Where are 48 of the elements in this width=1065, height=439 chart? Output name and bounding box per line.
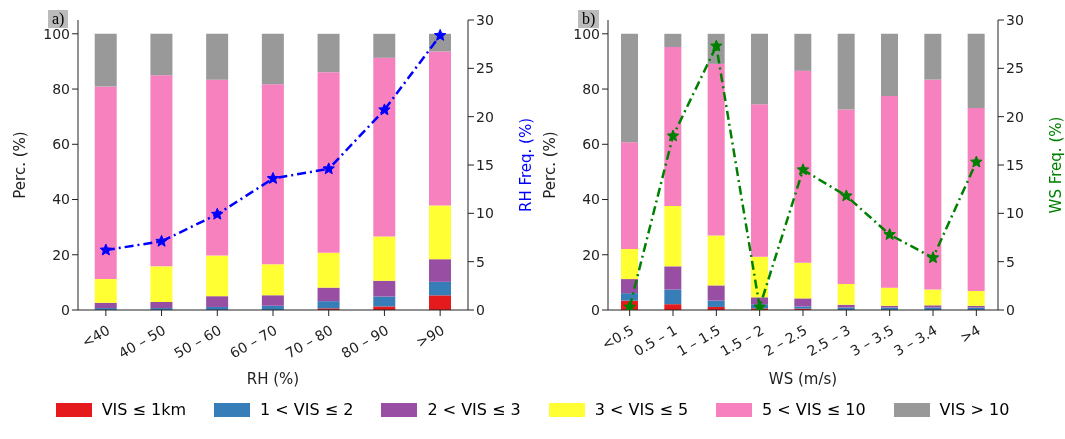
- legend-label: 3 < VIS ≤ 5: [594, 400, 689, 419]
- y-tick-label: 100: [43, 25, 70, 42]
- y2-axis-title: RH Freq. (%): [517, 117, 536, 213]
- y2-tick-label: 15: [476, 156, 494, 173]
- y2-tick-label: 0: [476, 301, 485, 318]
- y2-tick-label: 0: [1006, 301, 1015, 318]
- x-axis-title: RH (%): [246, 370, 300, 388]
- x-tick-label: >4: [957, 321, 984, 346]
- y-tick-label: 60: [582, 136, 600, 153]
- legend-label: VIS > 10: [939, 400, 1010, 419]
- y2-tick-label: 25: [1006, 60, 1024, 77]
- y2-tick-label: 15: [1006, 156, 1024, 173]
- y-tick-label: 100: [573, 25, 600, 42]
- y-tick-label: 0: [61, 301, 70, 318]
- x-tick-label: >90: [413, 321, 447, 351]
- x-tick-label: <40: [78, 321, 113, 351]
- legend-label: VIS ≤ 1km: [101, 400, 187, 419]
- x-tick-label: 40 – 50: [115, 321, 169, 362]
- y-tick-label: 80: [52, 81, 70, 98]
- y2-tick-label: 10: [476, 205, 494, 222]
- x-tick-label: 70 – 80: [282, 321, 336, 362]
- x-tick-label: 80 – 90: [338, 321, 392, 362]
- y-axis-title: Perc. (%): [11, 131, 30, 199]
- y-tick-label: 20: [582, 246, 600, 263]
- legend-label: 2 < VIS ≤ 3: [427, 400, 521, 419]
- x-tick-label: 60 – 70: [227, 321, 280, 362]
- y-tick-label: 20: [52, 246, 70, 263]
- y-tick-label: 40: [582, 191, 600, 208]
- y2-tick-label: 25: [476, 60, 494, 77]
- text: a): [48, 10, 69, 28]
- y-tick-label: 0: [591, 301, 600, 318]
- y2-tick-label: 30: [476, 11, 494, 28]
- y2-tick-label: 10: [1006, 205, 1024, 222]
- y-tick-label: 40: [52, 191, 70, 208]
- y2-tick-label: 20: [476, 108, 494, 125]
- y-tick-label: 80: [582, 81, 600, 98]
- y2-tick-label: 5: [1006, 253, 1015, 270]
- y2-tick-label: 30: [1006, 11, 1024, 28]
- text: b): [578, 10, 600, 28]
- x-axis-title: WS (m/s): [768, 370, 838, 388]
- y2-tick-label: 5: [476, 253, 485, 270]
- y-axis-title: Perc. (%): [541, 131, 560, 199]
- legend-label: 5 < VIS ≤ 10: [762, 400, 866, 419]
- y-tick-label: 60: [52, 136, 70, 153]
- y2-tick-label: 20: [1006, 108, 1024, 125]
- legend-label: 1 < VIS ≤ 2: [260, 400, 354, 419]
- y2-axis-title: WS Freq. (%): [1047, 116, 1065, 214]
- x-tick-label: 50 – 60: [171, 321, 224, 362]
